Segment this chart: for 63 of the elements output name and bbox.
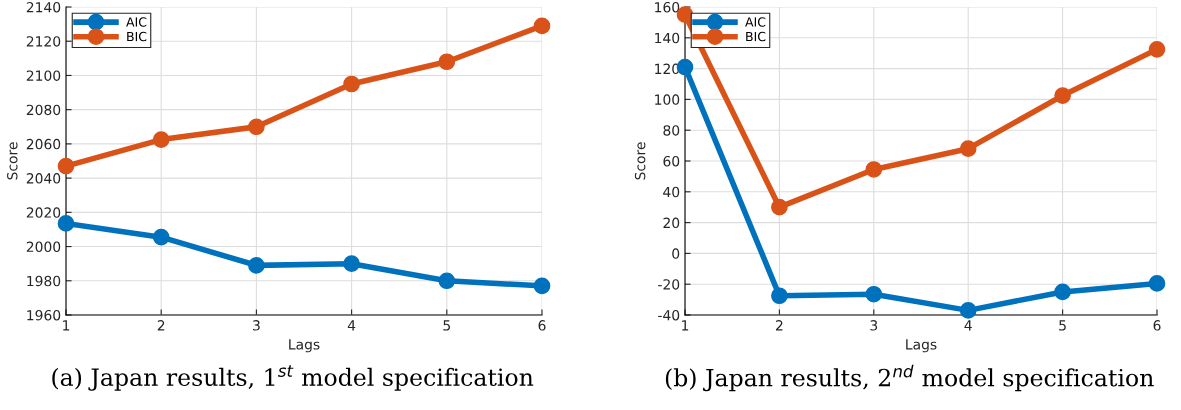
y-tick-label: 2120 <box>26 36 61 47</box>
point <box>438 272 456 290</box>
y-tick-label: 80 <box>663 125 680 136</box>
x-tick-label: 6 <box>538 320 546 331</box>
x-tick-label: 1 <box>682 320 689 331</box>
point <box>1148 41 1166 58</box>
y-tick-label: 2020 <box>26 207 61 218</box>
point <box>959 302 977 319</box>
point <box>1054 283 1071 301</box>
y-tick-label: 2100 <box>26 70 61 81</box>
y-tick-label: 2040 <box>26 173 61 184</box>
x-tick-label: 2 <box>157 320 165 331</box>
y-tick-label: 1960 <box>27 309 61 321</box>
point <box>959 140 977 158</box>
point <box>152 131 170 148</box>
x-tick-label: 1 <box>63 320 70 331</box>
point <box>865 161 883 178</box>
legend-label: AIC <box>745 17 766 27</box>
point <box>1054 87 1071 104</box>
point <box>533 277 551 295</box>
x-tick-label: 4 <box>964 320 972 331</box>
y-tick-label: 140 <box>655 32 680 44</box>
y-tick-label: 2080 <box>26 104 61 116</box>
point <box>248 118 265 136</box>
point <box>865 285 883 303</box>
y-axis-title: Score <box>7 142 18 180</box>
x-tick-label: 3 <box>253 320 260 331</box>
x-tick-label: 6 <box>1153 320 1161 331</box>
y-tick-label: -40 <box>658 309 680 321</box>
point <box>57 157 75 175</box>
point <box>771 287 788 305</box>
point <box>771 198 788 216</box>
text: (b) Japan results, 2$^{nd}$ model specification <box>665 364 1154 392</box>
x-tick-label: 5 <box>443 320 451 331</box>
point <box>248 257 265 274</box>
point <box>438 53 456 71</box>
x-axis-title: Lags <box>289 339 320 353</box>
y-tick-label: 100 <box>655 94 680 105</box>
text: (a) Japan results, 1$^{st}$ model specification <box>52 365 534 391</box>
y-tick-label: 2000 <box>26 241 61 253</box>
y-tick-label: 1980 <box>27 275 61 287</box>
x-tick-label: 5 <box>1059 320 1066 331</box>
y-tick-label: 160 <box>655 1 680 13</box>
point <box>343 75 360 93</box>
point <box>343 255 360 273</box>
y-tick-label: 40 <box>663 186 680 198</box>
x-axis-title: Lags <box>906 339 937 353</box>
y-tick-label: 2140 <box>26 1 61 13</box>
point <box>1148 275 1166 292</box>
x-tick-label: 4 <box>347 320 356 331</box>
legend-label: BIC <box>127 31 147 42</box>
y-tick-label: 20 <box>663 217 680 229</box>
point <box>533 17 551 35</box>
legend-label: AIC <box>126 17 147 27</box>
point <box>152 228 170 246</box>
y-axis-title: Score <box>634 142 646 180</box>
x-tick-label: 2 <box>776 320 783 331</box>
x-tick-label: 3 <box>870 320 878 331</box>
y-tick-label: 0 <box>672 248 680 259</box>
legend-label: BIC <box>746 31 766 42</box>
y-tick-label: -20 <box>658 279 680 290</box>
y-tick-label: 60 <box>663 155 680 167</box>
y-tick-label: 2060 <box>26 138 61 150</box>
